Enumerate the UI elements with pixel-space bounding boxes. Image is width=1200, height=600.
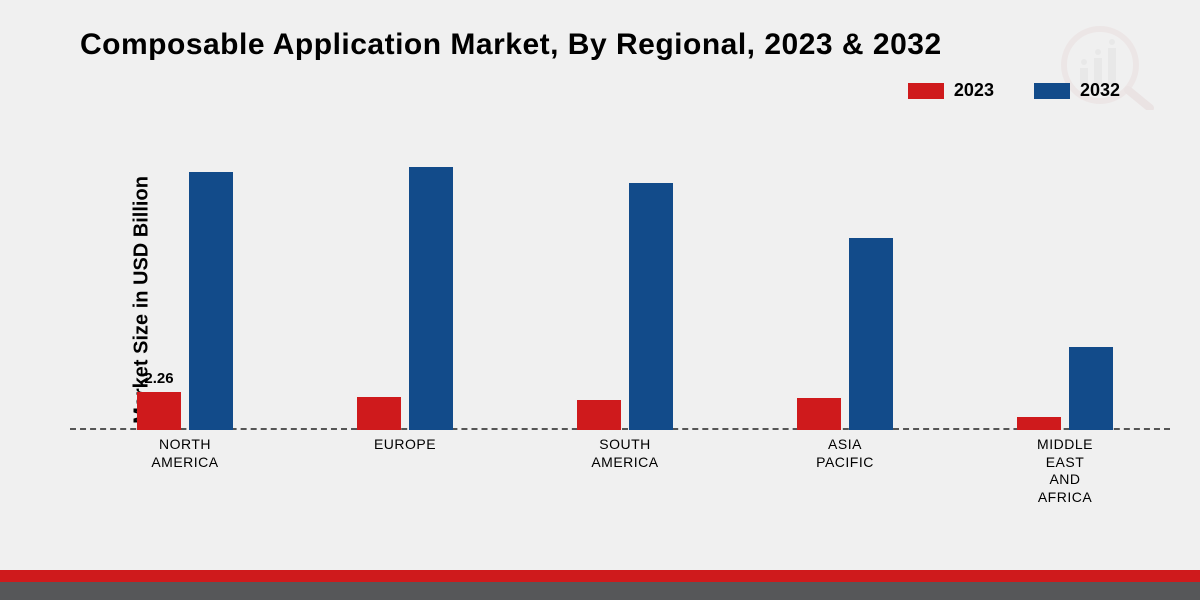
bar-value-label: 2.26: [144, 370, 173, 387]
bar-group: 2.26: [137, 172, 233, 430]
legend-item-2023: 2023: [908, 80, 994, 101]
bar-group: [577, 183, 673, 430]
legend-swatch-2023: [908, 83, 944, 99]
bar: [577, 400, 621, 430]
bar: [409, 167, 453, 430]
x-axis-category-label: SOUTHAMERICA: [550, 436, 700, 471]
bar: [189, 172, 233, 430]
page-root: Composable Application Market, By Region…: [0, 0, 1200, 600]
legend-label-2023: 2023: [954, 80, 994, 101]
legend: 2023 2032: [908, 80, 1120, 101]
chart-title: Composable Application Market, By Region…: [80, 28, 942, 62]
bar: 2.26: [137, 392, 181, 430]
x-axis-category-label: ASIAPACIFIC: [770, 436, 920, 471]
plot-area: 2.26: [70, 130, 1170, 430]
x-axis-category-label: MIDDLEEASTANDAFRICA: [990, 436, 1140, 506]
watermark-bar-3: [1108, 48, 1116, 84]
footer-gray-stripe: [0, 582, 1200, 600]
legend-swatch-2032: [1034, 83, 1070, 99]
x-axis-category-label: EUROPE: [330, 436, 480, 454]
bar: [1069, 347, 1113, 430]
watermark-handle: [1128, 90, 1150, 108]
bar: [1017, 417, 1061, 430]
bar-group: [797, 238, 893, 430]
bar-group: [1017, 347, 1113, 430]
x-axis-category-label: NORTHAMERICA: [110, 436, 260, 471]
bar: [629, 183, 673, 430]
legend-label-2032: 2032: [1080, 80, 1120, 101]
bar: [849, 238, 893, 430]
legend-item-2032: 2032: [1034, 80, 1120, 101]
bar: [357, 397, 401, 430]
x-axis-labels: NORTHAMERICA EUROPE SOUTHAMERICA ASIAPACIFI…: [70, 436, 1170, 516]
bar-group: [357, 167, 453, 430]
footer-bar: [0, 570, 1200, 600]
footer-red-stripe: [0, 570, 1200, 582]
bar: [797, 398, 841, 430]
